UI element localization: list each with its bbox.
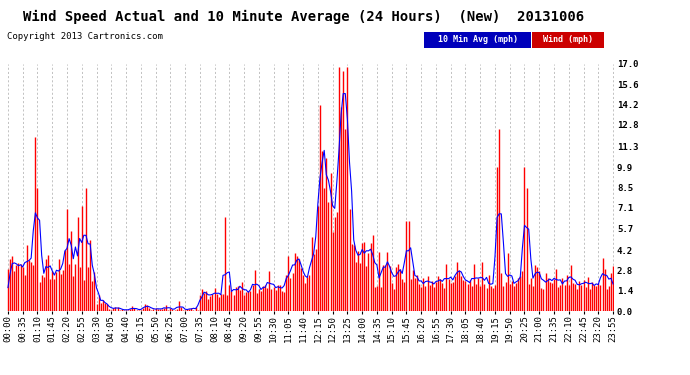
Text: 10 Min Avg (mph): 10 Min Avg (mph)	[438, 35, 518, 44]
Text: Copyright 2013 Cartronics.com: Copyright 2013 Cartronics.com	[7, 32, 163, 41]
Text: Wind Speed Actual and 10 Minute Average (24 Hours)  (New)  20131006: Wind Speed Actual and 10 Minute Average …	[23, 9, 584, 24]
Text: Wind (mph): Wind (mph)	[543, 35, 593, 44]
